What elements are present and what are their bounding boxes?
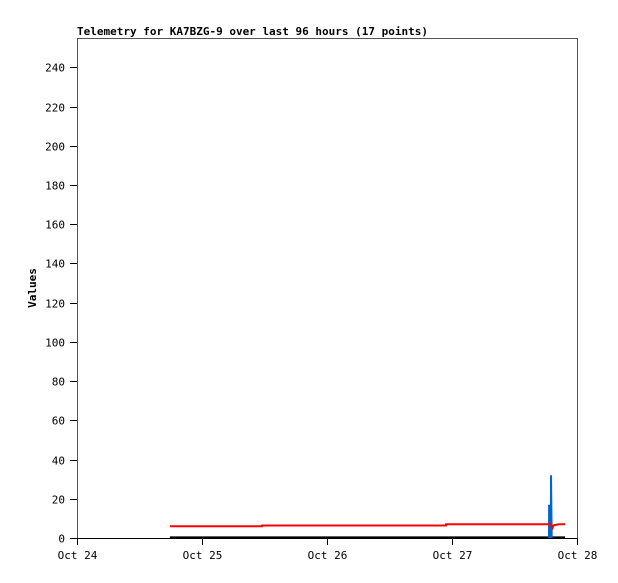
x-tick-label: Oct 27 [433, 549, 473, 562]
y-tick-label: 20 [52, 494, 65, 507]
y-tick-label: 180 [45, 180, 65, 193]
y-tick-label: 160 [45, 219, 65, 232]
y-tick-label: 60 [52, 415, 65, 428]
series-line [548, 475, 553, 539]
y-tick-label: 100 [45, 337, 65, 350]
ticks: 0 20 40 60 80 100 120 140 160 180 200 220 240 Oct 24 O… [45, 62, 597, 563]
y-tick-label: 240 [45, 62, 65, 75]
y-tick-label: 120 [45, 298, 65, 311]
chart-title: Telemetry for KA7BZG-9 over last 96 hour… [77, 25, 428, 38]
x-tick-label: Oct 25 [183, 549, 223, 562]
y-tick-label: 220 [45, 102, 65, 115]
x-tick-label: Oct 24 [58, 549, 98, 562]
x-tick-label: Oct 28 [558, 549, 598, 562]
y-tick-label: 200 [45, 141, 65, 154]
series-group [169, 475, 565, 539]
x-tick-label: Oct 26 [308, 549, 348, 562]
series-line [169, 523, 565, 531]
plot-frame [77, 38, 578, 539]
y-tick-label: 80 [52, 376, 65, 389]
y-tick-label: 140 [45, 258, 65, 271]
y-tick-label: 40 [52, 455, 65, 468]
y-axis-label: Values [26, 268, 39, 308]
y-tick-label: 0 [58, 533, 65, 546]
